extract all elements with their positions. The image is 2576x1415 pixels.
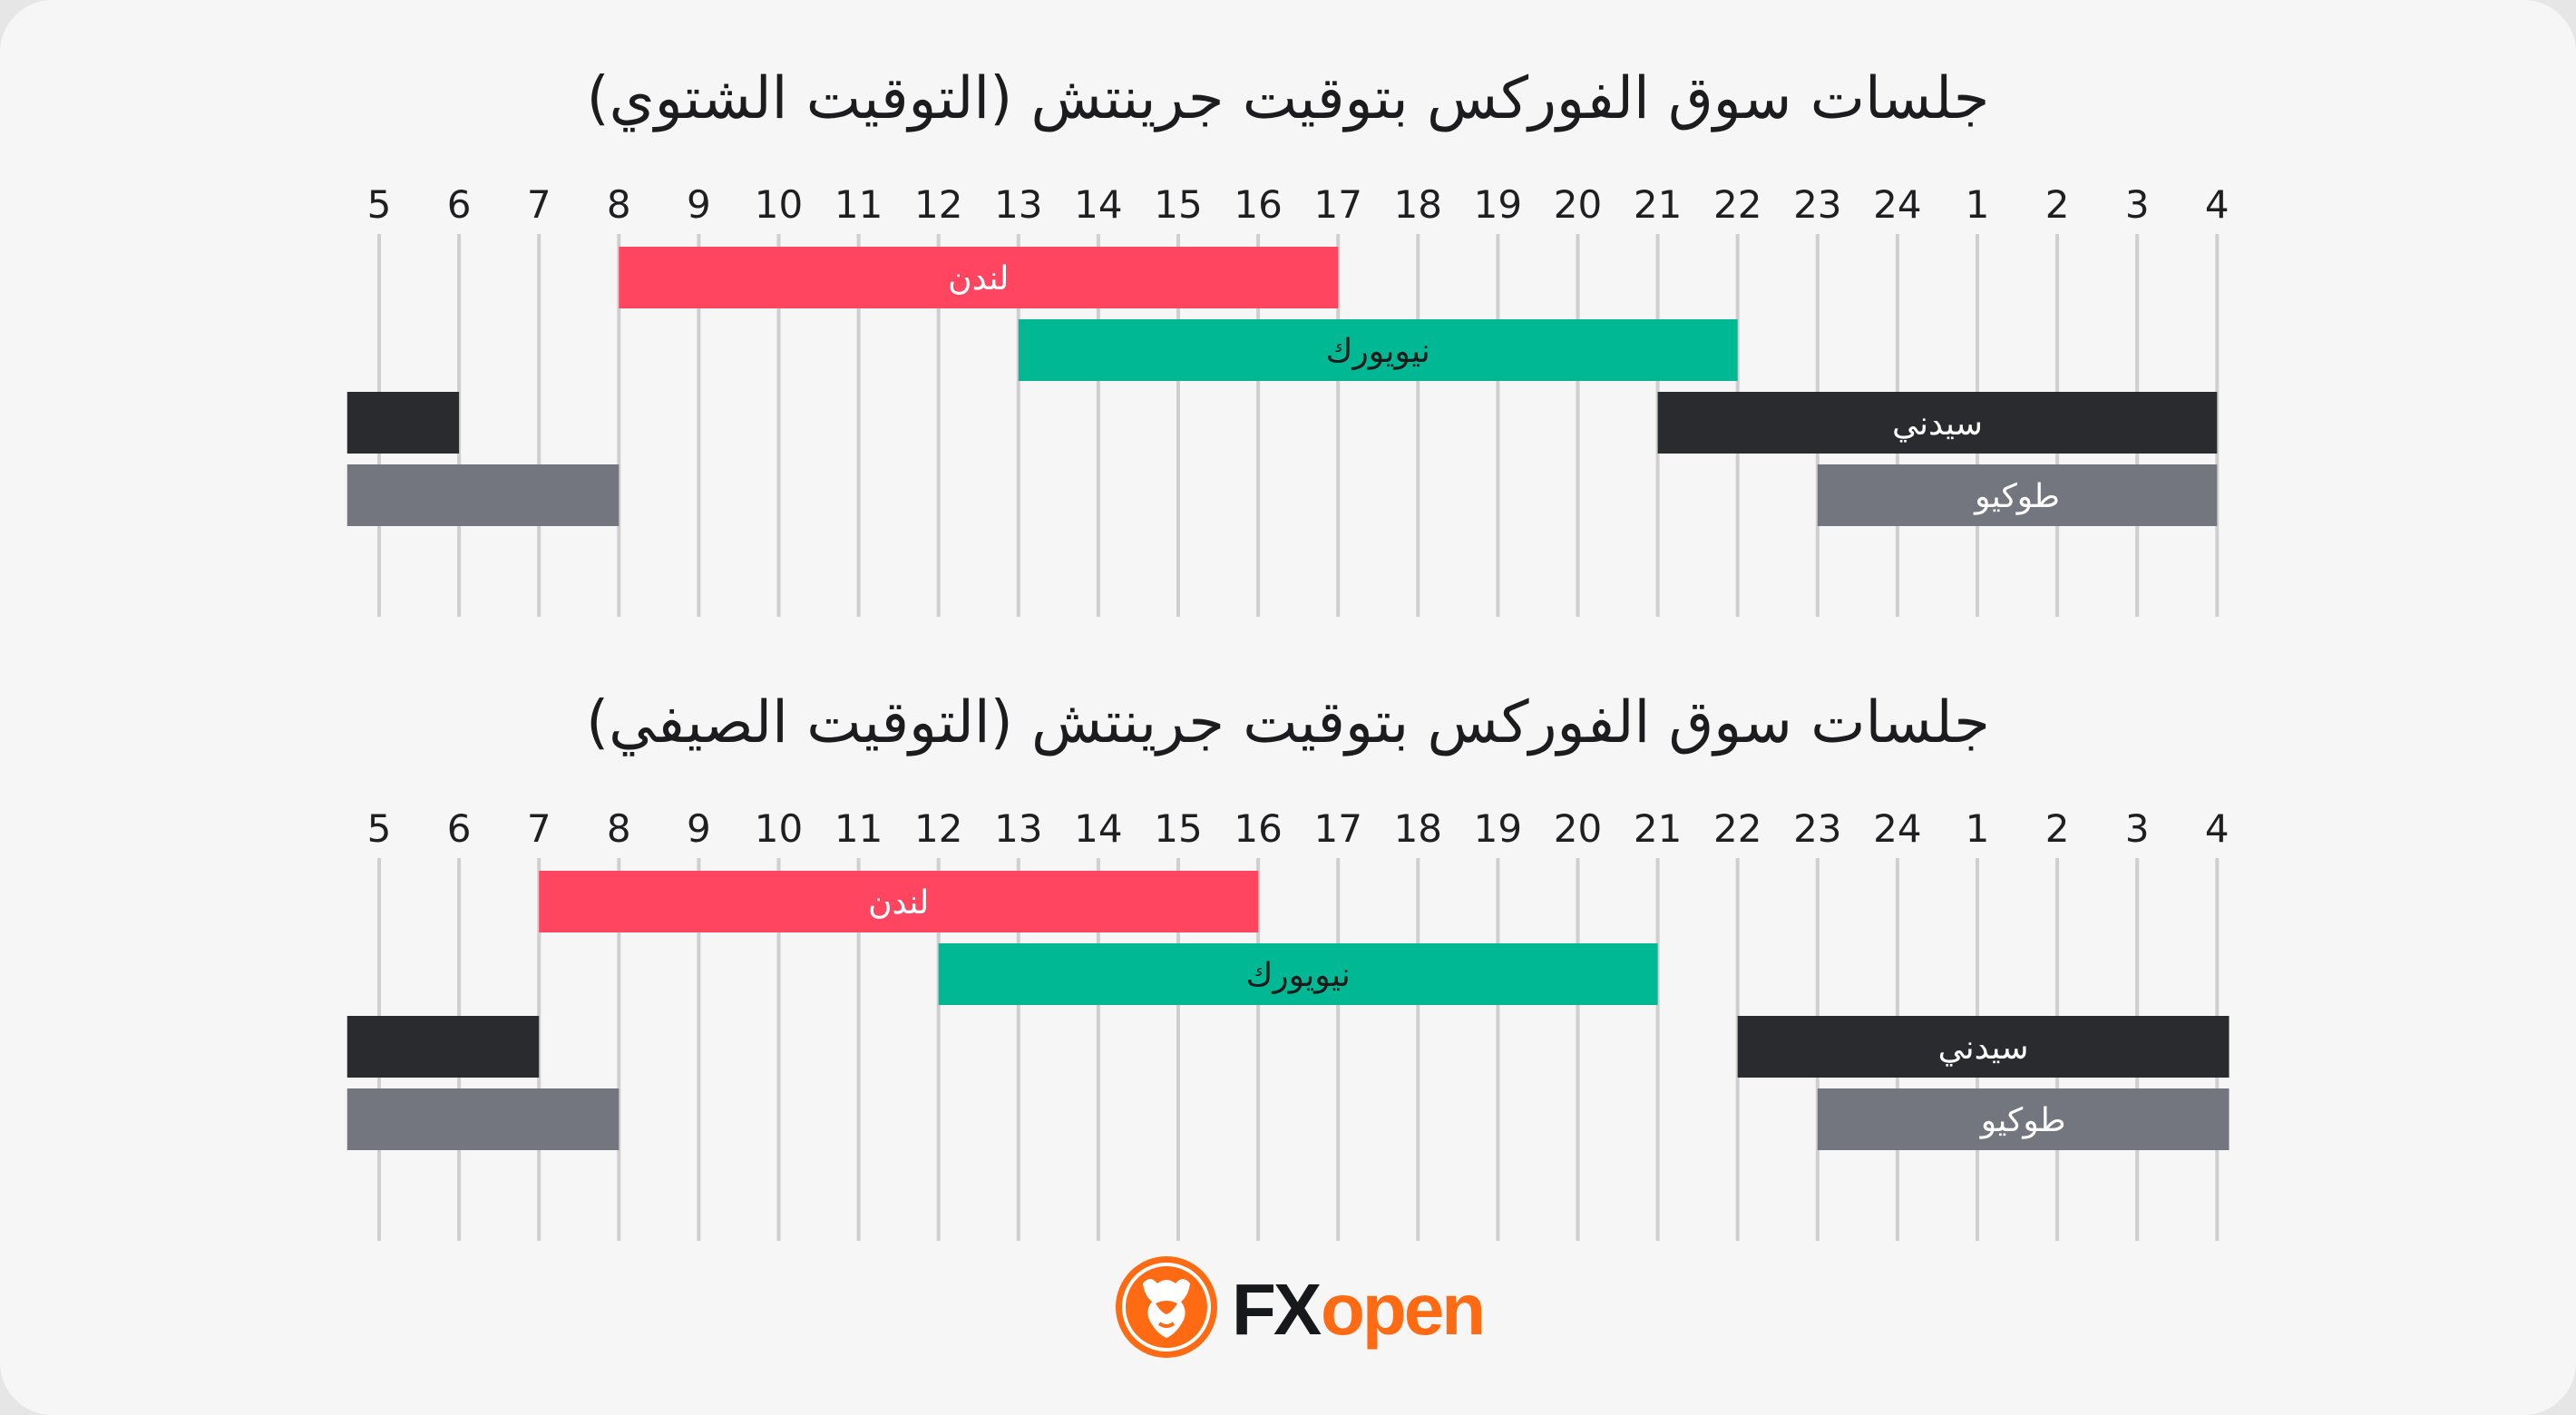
session-bar-tokyo xyxy=(1817,464,2218,526)
tick-label: 11 xyxy=(834,806,883,851)
session-bar-london xyxy=(619,247,1339,308)
brand-open-text: open xyxy=(1321,1269,1483,1350)
session-bar-tokyo xyxy=(1817,1088,2230,1150)
tick-label: 9 xyxy=(687,182,711,227)
tick-label: 1 xyxy=(1966,182,1990,227)
tick-label: 3 xyxy=(2125,806,2150,851)
tick-label: 16 xyxy=(1234,806,1282,851)
tick-label: 6 xyxy=(447,806,472,851)
tick-label: 17 xyxy=(1313,182,1361,227)
session-bar-sydney xyxy=(1737,1016,2230,1078)
winter-chart: جلسات سوق الفوركس بتوقيت جرينتش (التوقيت… xyxy=(346,65,2230,617)
tick-label: 24 xyxy=(1873,182,1921,227)
tick-label: 7 xyxy=(527,182,551,227)
tick-label: 13 xyxy=(994,806,1042,851)
tick-label: 4 xyxy=(2205,806,2230,851)
chart-title: جلسات سوق الفوركس بتوقيت جرينتش (التوقيت… xyxy=(586,689,1990,756)
session-bar-london xyxy=(539,871,1259,932)
tick-label: 14 xyxy=(1074,182,1122,227)
tick-label: 11 xyxy=(834,182,883,227)
tick-label: 3 xyxy=(2125,182,2150,227)
tick-label: 23 xyxy=(1793,806,1841,851)
tick-label: 21 xyxy=(1634,806,1682,851)
tick-label: 9 xyxy=(687,806,711,851)
tick-label: 2 xyxy=(2045,806,2070,851)
session-label-london: لندن xyxy=(868,884,929,922)
summer-chart: جلسات سوق الفوركس بتوقيت جرينتش (التوقيت… xyxy=(346,689,2230,1241)
tick-label: 24 xyxy=(1873,806,1921,851)
session-bar-sydney xyxy=(346,392,460,454)
tick-label: 8 xyxy=(607,806,631,851)
session-label-newyork: نيويورك xyxy=(1246,957,1351,994)
tick-label: 10 xyxy=(755,182,803,227)
session-bar-sydney xyxy=(1657,392,2218,454)
session-bar-newyork xyxy=(1018,319,1738,381)
tick-label: 20 xyxy=(1554,182,1602,227)
tick-label: 1 xyxy=(1966,806,1990,851)
tick-label: 14 xyxy=(1074,806,1122,851)
chart-title: جلسات سوق الفوركس بتوقيت جرينتش (التوقيت… xyxy=(587,65,1990,132)
tick-label: 8 xyxy=(607,182,631,227)
tick-label: 22 xyxy=(1713,182,1761,227)
session-label-london: لندن xyxy=(948,260,1009,298)
tick-label: 6 xyxy=(447,182,472,227)
tick-label: 7 xyxy=(527,806,551,851)
tick-label: 23 xyxy=(1793,182,1841,227)
tick-label: 5 xyxy=(367,806,392,851)
session-bar-tokyo xyxy=(346,1088,620,1150)
tick-label: 13 xyxy=(994,182,1042,227)
tick-label: 12 xyxy=(914,806,962,851)
session-label-tokyo: طوكيو xyxy=(1979,1102,2066,1139)
tick-label: 19 xyxy=(1474,182,1522,227)
session-label-tokyo: طوكيو xyxy=(1973,478,2060,515)
tick-label: 21 xyxy=(1634,182,1682,227)
session-bar-newyork xyxy=(938,943,1658,1005)
session-label-newyork: نيويورك xyxy=(1326,333,1430,370)
tick-label: 2 xyxy=(2045,182,2070,227)
tick-label: 18 xyxy=(1394,806,1442,851)
tick-label: 15 xyxy=(1154,182,1202,227)
tick-label: 5 xyxy=(367,182,392,227)
session-label-sydney: سيدني xyxy=(1892,405,1983,443)
tick-label: 10 xyxy=(755,806,803,851)
session-label-sydney: سيدني xyxy=(1938,1030,2029,1067)
tick-label: 17 xyxy=(1313,806,1361,851)
brand-logo: FX open xyxy=(1116,1256,1486,1358)
brand-fx-text: FX xyxy=(1232,1269,1322,1350)
tick-label: 16 xyxy=(1234,182,1282,227)
session-bar-sydney xyxy=(346,1016,540,1078)
session-bar-tokyo xyxy=(346,464,620,526)
tick-label: 12 xyxy=(914,182,962,227)
tick-label: 15 xyxy=(1154,806,1202,851)
tick-label: 22 xyxy=(1713,806,1761,851)
tick-label: 4 xyxy=(2205,182,2230,227)
tick-label: 19 xyxy=(1474,806,1522,851)
bull-head-icon xyxy=(1116,1256,1217,1358)
tick-label: 18 xyxy=(1394,182,1442,227)
tick-label: 20 xyxy=(1554,806,1602,851)
